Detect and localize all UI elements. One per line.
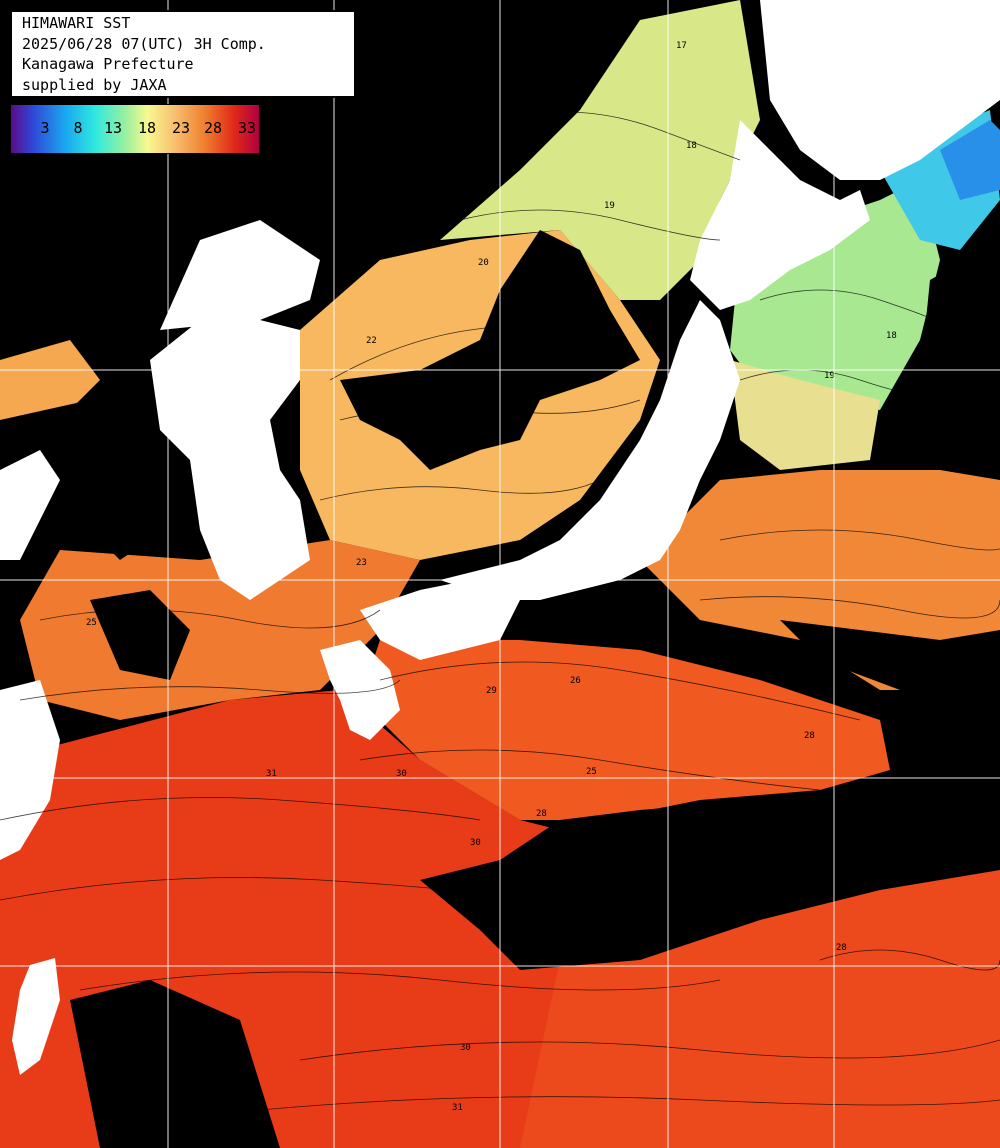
- contour-label: 25: [86, 618, 97, 628]
- land-shikoku-chugoku: [360, 580, 520, 660]
- land-hokkaido: [690, 120, 870, 310]
- contour-label: 25: [586, 767, 597, 777]
- cloud-sea-of-japan: [340, 230, 640, 470]
- contour-label: 25: [736, 651, 747, 661]
- sst-region-northeast-coldest: [940, 120, 1000, 200]
- legend-tick: 13: [103, 119, 123, 137]
- land-korea-north: [160, 220, 320, 330]
- contour-label: 31: [266, 769, 277, 779]
- temperature-legend: 3 8 13 18 23 28 33: [10, 104, 260, 154]
- land-sakhalin-siberia: [760, 0, 1000, 180]
- contour-labels: 17 18 19 20 21 22 23 25 25 26 28 29 30 3…: [86, 41, 897, 1113]
- legend-tick: 33: [237, 119, 257, 137]
- contour-label: 30: [396, 769, 407, 779]
- contour-label: 28: [836, 943, 847, 953]
- contour-label: 21: [564, 367, 575, 377]
- sst-region-yellow-sea: [0, 340, 100, 420]
- sst-region-tohoku-offshore: [730, 360, 880, 470]
- map-datetime: 2025/06/28 07(UTC) 3H Comp.: [22, 34, 266, 53]
- cloud-pacific-east: [780, 620, 1000, 700]
- land-taiwan: [12, 958, 60, 1075]
- legend-tick: 28: [203, 119, 223, 137]
- land-honshu: [440, 300, 740, 600]
- map-credit: supplied by JAXA: [22, 75, 167, 94]
- contour-label: 28: [536, 809, 547, 819]
- land-china-east: [0, 450, 60, 560]
- cloud-northeast: [900, 240, 1000, 480]
- contour-label: 20: [478, 258, 489, 268]
- contour-label: 17: [676, 41, 687, 51]
- legend-tick: 8: [73, 119, 83, 137]
- cloud-east-china-sea: [90, 590, 190, 680]
- sst-region-kuroshio: [360, 640, 890, 820]
- contour-label: 19: [604, 201, 615, 211]
- sst-region-southeast: [520, 860, 1000, 1148]
- contour-label: 18: [886, 331, 897, 341]
- land-china-coast: [0, 680, 60, 860]
- contour-label: 26: [570, 676, 581, 686]
- map-title: HIMAWARI SST: [22, 14, 131, 32]
- legend-labels: 3 8 13 18 23 28 33: [11, 119, 261, 141]
- sst-region-east-china-sea: [20, 540, 420, 720]
- contour-label: 31: [452, 1103, 463, 1113]
- cloud-southwest: [70, 980, 280, 1148]
- contour-label: 30: [460, 1043, 471, 1053]
- contour-label: 18: [686, 141, 697, 151]
- cloud-pacific-south: [420, 760, 1000, 970]
- map-info-box: HIMAWARI SST 2025/06/28 07(UTC) 3H Comp.…: [10, 10, 356, 98]
- contour-label: 22: [366, 336, 377, 346]
- contour-label: 28: [804, 731, 815, 741]
- contour-label: 23: [356, 558, 367, 568]
- map-region: Kanagawa Prefecture: [22, 55, 194, 73]
- contour-label: 29: [486, 686, 497, 696]
- legend-tick: 18: [137, 119, 157, 137]
- contour-label: 19: [824, 371, 835, 381]
- legend-tick: 3: [40, 119, 50, 137]
- legend-tick: 23: [171, 119, 191, 137]
- land-kyushu: [320, 640, 400, 740]
- land-korea-china: [150, 320, 310, 600]
- contour-label: 30: [470, 838, 481, 848]
- sst-region-northern-sea: [440, 0, 760, 300]
